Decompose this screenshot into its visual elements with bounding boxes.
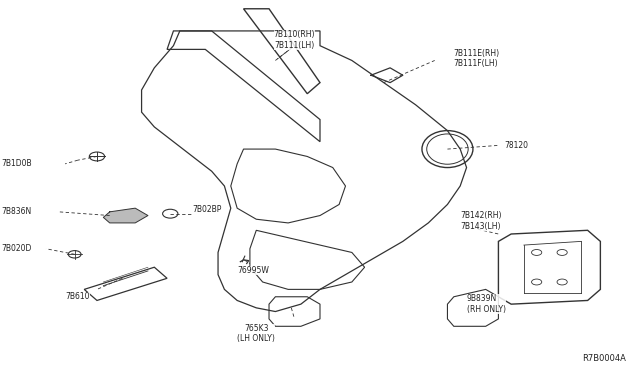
Text: 78120: 78120 [505,141,529,150]
Text: 76995W: 76995W [237,266,269,275]
Text: 7B1D0B: 7B1D0B [1,159,32,169]
Text: 7B020D: 7B020D [1,244,32,253]
Text: 7B02BP: 7B02BP [193,205,222,215]
Text: 7B610: 7B610 [65,292,90,301]
Text: 7B142(RH)
7B143(LH): 7B142(RH) 7B143(LH) [460,211,502,231]
Text: 7B111E(RH)
7B111F(LH): 7B111E(RH) 7B111F(LH) [454,49,500,68]
Text: R7B0004A: R7B0004A [582,354,626,363]
Text: 7B110(RH)
7B111(LH): 7B110(RH) 7B111(LH) [274,31,316,50]
Polygon shape [103,208,148,223]
Text: 9B839N
(RH ONLY): 9B839N (RH ONLY) [467,295,506,314]
Text: 7B836N: 7B836N [1,207,31,217]
Text: 765K3
(LH ONLY): 765K3 (LH ONLY) [237,324,275,343]
